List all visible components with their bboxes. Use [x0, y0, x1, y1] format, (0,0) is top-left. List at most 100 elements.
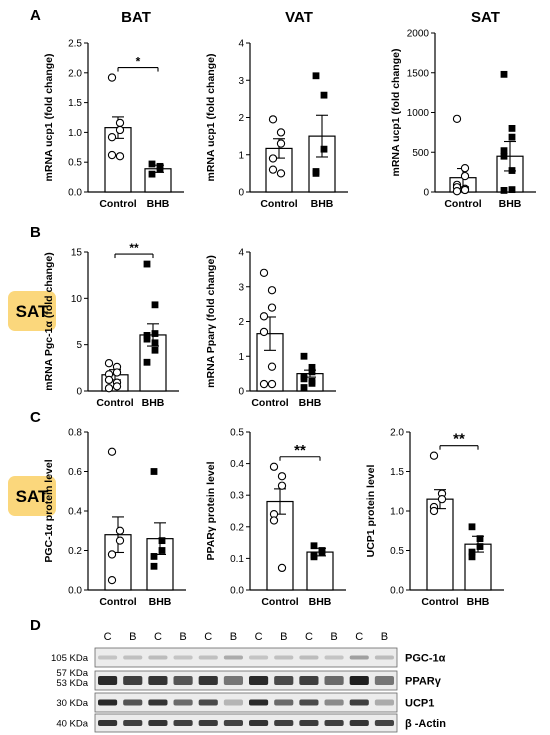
blot-band [274, 720, 294, 726]
lane-label: B [179, 631, 186, 643]
data-point-control [452, 114, 462, 124]
blot-band [223, 699, 243, 706]
chart-sat-pparg: 0 1 2 3 4 mRNA Pparγ (fold change) Control BHB [205, 248, 336, 409]
lane-label: C [104, 631, 112, 643]
y-tick-label: 0.6 [68, 467, 82, 478]
y-tick-label: 0.4 [230, 459, 244, 470]
blot-band [374, 655, 394, 660]
data-point-bhb [151, 301, 159, 309]
y-tick-label: 3 [238, 76, 244, 87]
chart-ucp1-protein: 0.0 0.5 1.0 1.5 2.0 UCP1 protein level Control… [365, 428, 504, 608]
y-tick-label: 0.2 [230, 522, 244, 533]
data-point-bhb [310, 553, 318, 561]
data-point-bhb [476, 535, 484, 543]
data-point-bhb [500, 152, 508, 160]
category-label: Control [260, 198, 297, 210]
y-tick-label: 0.5 [68, 158, 82, 169]
data-point-bhb [468, 553, 476, 561]
chart-vat-ucp1: VAT 0 1 2 3 4 mRNA ucp1 (fold change) Control BH… [205, 9, 348, 210]
data-point-control [107, 73, 117, 82]
y-tick-label: 2 [238, 113, 244, 124]
data-point-bhb [151, 346, 159, 354]
y-tick-label: 0 [76, 387, 82, 398]
blot-band [349, 676, 369, 685]
blot-band [349, 655, 369, 660]
blot-band [374, 676, 394, 685]
lane-label: B [330, 631, 337, 643]
data-point-bhb [308, 379, 316, 387]
lane-label: C [204, 631, 212, 643]
data-point-control [115, 118, 125, 128]
significance-marker: ** [453, 431, 465, 448]
blot-band [374, 699, 394, 706]
y-axis-label: mRNA ucp1 (fold change) [205, 54, 217, 182]
y-axis-label: mRNA ucp1 (fold change) [43, 54, 55, 182]
blot-band [299, 676, 319, 685]
lane-label: C [154, 631, 162, 643]
y-tick-label: 1 [238, 352, 244, 363]
data-point-bhb [148, 160, 156, 168]
panel-label-d: D [30, 617, 41, 634]
data-point-bhb [476, 543, 484, 550]
data-point-control [107, 447, 117, 456]
data-point-control [267, 303, 277, 312]
blot-band [123, 655, 143, 660]
data-point-bhb [143, 358, 151, 366]
data-point-bhb [143, 332, 151, 339]
blot-band [173, 720, 193, 726]
category-label: BHB [467, 596, 490, 608]
blot-band [148, 699, 168, 706]
lane-label: B [230, 631, 237, 643]
data-point-bhb [308, 363, 316, 371]
blot-band [123, 720, 143, 726]
y-tick-label: 1500 [407, 68, 430, 79]
data-point-control [429, 451, 439, 460]
blot-band [249, 655, 269, 660]
data-point-bhb [500, 70, 508, 78]
y-tick-label: 0.0 [230, 586, 244, 597]
chart-title: SAT [471, 9, 500, 26]
y-tick-label: 0.0 [68, 586, 82, 597]
category-label: Control [251, 397, 288, 409]
y-tick-label: 0.5 [390, 546, 404, 557]
blot-strip [94, 713, 398, 733]
data-point-control [107, 133, 117, 142]
kda-marker: 40 KDa [56, 719, 88, 730]
data-point-control [104, 384, 114, 393]
data-point-control [267, 379, 277, 389]
data-point-bhb [158, 537, 166, 545]
data-point-bhb [320, 145, 328, 153]
data-point-control [267, 286, 277, 295]
data-point-control [276, 139, 286, 148]
data-point-control [452, 187, 462, 196]
data-point-control [104, 375, 114, 385]
y-tick-label: 1.0 [68, 128, 82, 139]
data-point-bhb [150, 562, 158, 570]
data-point-control [115, 526, 125, 535]
chart-pgc1a-protein: 0.0 0.2 0.4 0.6 0.8 PGC-1α protein level Contr… [43, 428, 186, 608]
y-tick-label: 0.5 [230, 428, 244, 439]
data-point-control [267, 362, 277, 371]
kda-marker: 30 KDa [56, 698, 88, 709]
y-tick-label: 0.4 [68, 507, 82, 518]
blot-band [274, 676, 294, 685]
y-tick-label: 0 [238, 387, 244, 398]
y-axis-label: PGC-1α protein level [43, 459, 55, 562]
data-point-control [259, 312, 269, 321]
category-label: BHB [149, 596, 172, 608]
y-tick-label: 4 [238, 248, 244, 259]
blot-band [198, 676, 218, 685]
panel-label-c: C [30, 409, 41, 426]
chart-title: BAT [121, 9, 151, 26]
significance-marker: ** [294, 442, 306, 459]
protein-name: PGC-1α [405, 653, 446, 665]
data-point-bhb [310, 542, 318, 550]
y-tick-label: 0.8 [68, 428, 82, 439]
y-axis-label: PPARγ protein level [205, 461, 217, 560]
lane-label: C [355, 631, 363, 643]
data-point-bhb [508, 186, 516, 194]
data-point-control [259, 379, 269, 389]
data-point-bhb [508, 125, 516, 132]
